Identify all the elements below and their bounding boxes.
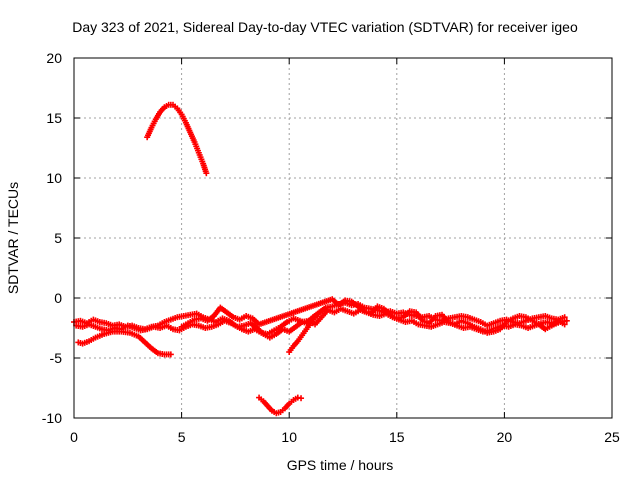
y-axis-title: SDTVAR / TECUs: [5, 182, 21, 294]
series-left-dip: [75, 328, 174, 358]
series-arc-low: [256, 394, 305, 417]
axis-ticks: [73, 57, 613, 419]
data-marks: [71, 101, 570, 417]
y-tick-label: 15: [46, 110, 62, 126]
chart-title: Day 323 of 2021, Sidereal Day-to-day VTE…: [72, 19, 578, 35]
x-tick-label: 5: [178, 429, 186, 445]
x-tick-label: 25: [604, 429, 620, 445]
y-tick-label: 10: [46, 170, 62, 186]
series-arc-high: [144, 101, 210, 177]
x-tick-label: 10: [281, 429, 297, 445]
y-tick-label: 5: [54, 230, 62, 246]
y-tick-label: -5: [50, 350, 63, 366]
y-tick-label: -10: [42, 410, 62, 426]
grid: [74, 58, 612, 418]
x-tick-label: 20: [497, 429, 513, 445]
y-tick-label: 0: [54, 290, 62, 306]
y-tick-labels: -10 -5 0 5 10 15 20: [42, 50, 62, 426]
series-band-c: [178, 296, 568, 336]
x-axis-title: GPS time / hours: [287, 457, 394, 473]
y-tick-label: 20: [46, 50, 62, 66]
x-tick-labels: 0 5 10 15 20 25: [70, 429, 620, 445]
x-tick-label: 0: [70, 429, 78, 445]
x-tick-label: 15: [389, 429, 405, 445]
